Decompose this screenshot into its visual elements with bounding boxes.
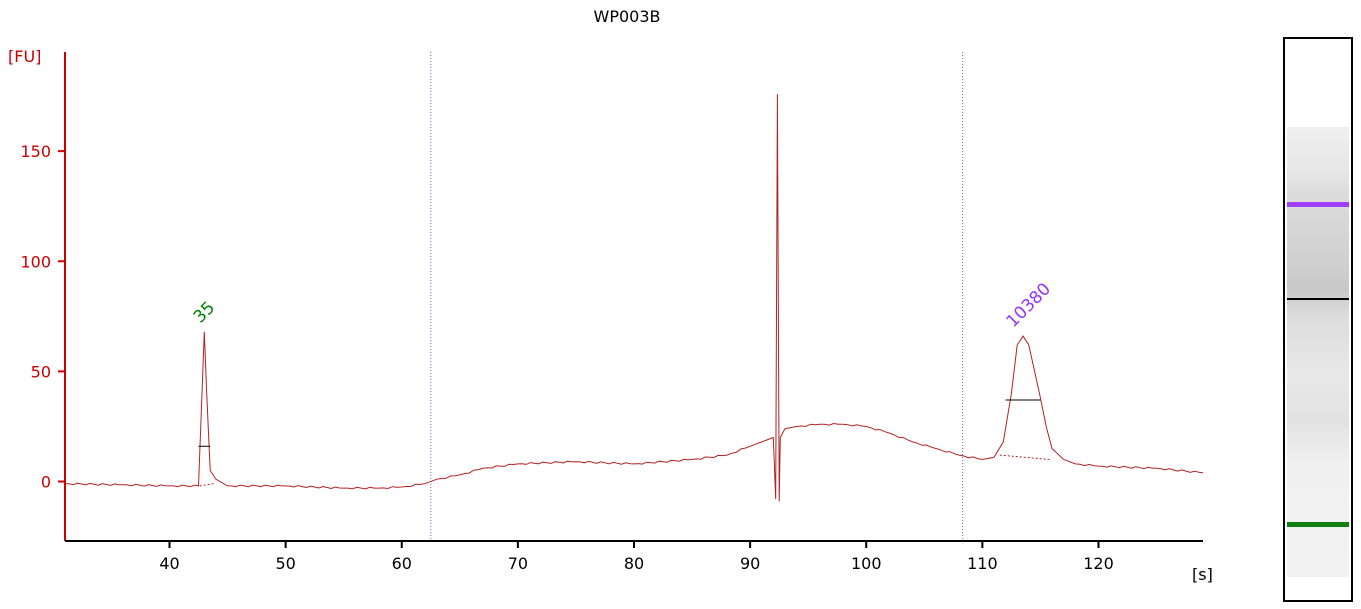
region-markers [430,52,964,541]
y-ticks: 0 50 100 150 [20,142,65,492]
y-tick-label: 100 [20,252,51,271]
y-axis-label: [FU] [8,47,41,66]
y-tick-label: 0 [41,473,51,492]
peak-label: 35 [190,298,219,327]
peak-baseline [199,483,214,487]
x-tick-label: 50 [275,554,295,573]
peak-markers [198,399,1041,447]
peak-label: 10380 [1003,279,1055,331]
x-tick-label: 70 [508,554,528,573]
gel-lane-panel [1283,37,1353,602]
x-tick-label: 100 [851,554,882,573]
gel-lane-gradient [1287,127,1349,577]
y-tick-label: 150 [20,142,51,161]
x-axis-label: [s] [1192,565,1213,584]
gel-band-lower-marker [1287,522,1349,528]
peak-labels: 35 10380 [190,279,1055,331]
x-tick-label: 80 [624,554,644,573]
signal-trace [64,93,1204,502]
peak-baselines [199,454,1050,487]
gel-band-upper-marker [1287,202,1349,208]
x-tick-label: 90 [740,554,760,573]
x-tick-label: 120 [1083,554,1114,573]
peak-baseline [999,454,1050,460]
x-tick-label: 110 [967,554,998,573]
chart-title: WP003B [594,7,661,26]
x-ticks: 40 50 60 70 80 90 100 110 120 [159,541,1114,573]
electropherogram-chart: WP003B [FU] [s] 35 10380 0 50 100 150 40 50 60… [8,7,1213,584]
y-tick-label: 50 [31,362,51,381]
gel-band-center-line [1287,297,1349,300]
x-tick-label: 60 [392,554,412,573]
x-tick-label: 40 [159,554,179,573]
